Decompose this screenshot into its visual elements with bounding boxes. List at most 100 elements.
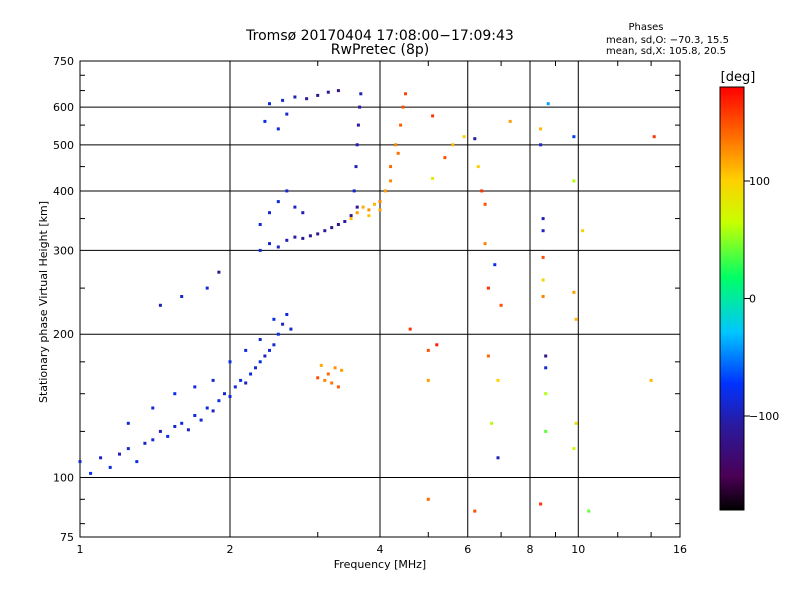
y-tick-label: 500	[53, 139, 74, 152]
data-point	[355, 205, 359, 209]
y-tick-label: 200	[53, 328, 74, 341]
data-point	[574, 421, 578, 425]
data-point	[544, 429, 548, 433]
y-tick-label: 75	[60, 531, 74, 544]
data-point	[361, 205, 365, 209]
y-tick-label: 600	[53, 101, 74, 114]
data-point	[126, 447, 130, 451]
data-point	[356, 123, 360, 127]
data-point	[233, 385, 237, 389]
data-point	[263, 119, 267, 123]
data-point	[199, 418, 203, 422]
data-point	[367, 208, 371, 212]
data-point	[544, 354, 548, 358]
y-tick-label: 400	[53, 185, 74, 198]
data-point	[126, 421, 130, 425]
grid-lines	[80, 61, 680, 537]
data-point	[158, 303, 162, 307]
data-point	[426, 378, 430, 382]
data-point	[151, 438, 155, 442]
data-point	[572, 179, 576, 183]
data-point	[258, 248, 262, 252]
data-point	[108, 465, 112, 469]
data-point	[349, 217, 353, 221]
data-point	[78, 460, 82, 464]
data-point	[217, 270, 221, 274]
data-point	[581, 229, 585, 233]
data-point	[443, 156, 447, 160]
y-tick-label: 100	[53, 472, 74, 485]
data-point	[99, 456, 103, 460]
data-point	[496, 456, 500, 460]
data-point	[508, 119, 512, 123]
data-point	[180, 421, 184, 425]
data-point	[336, 223, 340, 226]
data-point	[268, 348, 271, 352]
data-point	[451, 143, 455, 147]
y-tick-label: 750	[53, 55, 74, 68]
data-point	[539, 127, 543, 131]
data-point	[263, 354, 267, 358]
data-point	[151, 406, 155, 410]
data-point	[431, 176, 435, 180]
data-point	[276, 200, 280, 204]
data-point	[336, 385, 340, 389]
data-point	[89, 471, 93, 475]
data-point	[354, 165, 358, 169]
data-point	[193, 385, 197, 389]
data-point	[285, 112, 289, 116]
data-point	[186, 428, 190, 432]
y-axis-label: Stationary phase Virtual Height [km]	[37, 201, 50, 403]
data-point	[355, 143, 359, 147]
data-point	[258, 223, 262, 226]
x-tick-label: 2	[227, 543, 234, 556]
data-point	[541, 217, 545, 221]
x-tick-label: 1	[77, 543, 84, 556]
data-point	[378, 208, 382, 212]
data-point	[272, 343, 276, 347]
data-point	[239, 378, 243, 382]
data-point	[211, 378, 215, 382]
data-point	[394, 143, 398, 147]
data-point	[396, 151, 400, 155]
x-tick-label: 10	[571, 543, 585, 556]
data-point	[389, 179, 393, 183]
data-point	[572, 135, 576, 139]
data-point	[486, 354, 490, 358]
data-point	[473, 137, 477, 141]
data-point	[541, 229, 545, 233]
data-point	[258, 338, 262, 341]
data-point	[343, 220, 347, 223]
data-point	[544, 392, 548, 396]
data-point	[173, 392, 177, 396]
data-point	[483, 242, 487, 246]
data-point	[211, 409, 215, 413]
colorbar-tick-label: 100	[749, 175, 770, 188]
data-point	[572, 447, 576, 451]
data-point	[546, 102, 550, 106]
data-point	[539, 143, 543, 147]
data-point	[326, 90, 330, 94]
data-point	[281, 322, 285, 326]
data-point	[496, 378, 500, 382]
data-point	[166, 434, 170, 438]
data-point	[316, 93, 320, 97]
chart-subtitle: RwPretec (8p)	[331, 42, 429, 58]
data-point	[301, 236, 305, 240]
data-point	[135, 460, 139, 464]
chart-title: Tromsø 20170404 17:08:00−17:09:43	[245, 28, 514, 44]
data-point	[572, 290, 576, 294]
data-point	[473, 509, 477, 513]
data-point	[330, 226, 334, 230]
x-tick-label: 6	[464, 543, 471, 556]
data-point	[541, 278, 545, 282]
x-tick-label: 8	[527, 543, 534, 556]
data-point	[205, 286, 209, 290]
data-point	[228, 360, 232, 364]
data-point	[305, 97, 309, 101]
data-point	[587, 509, 591, 513]
data-point	[285, 189, 289, 193]
data-point	[649, 378, 653, 382]
data-point	[358, 105, 362, 109]
data-point	[289, 327, 293, 331]
